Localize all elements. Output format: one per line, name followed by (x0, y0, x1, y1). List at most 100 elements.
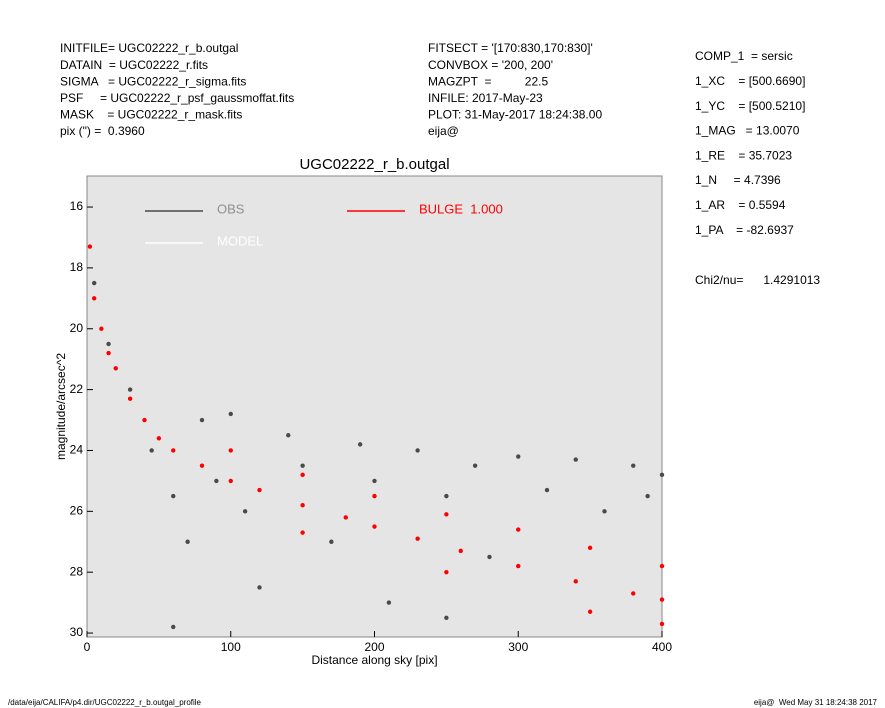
data-point (142, 417, 147, 423)
y-tick-label: 26 (70, 503, 84, 517)
param-line: 1_PA = -82.6937 (695, 223, 794, 237)
param-line: 1_AR = 0.5594 (695, 198, 786, 212)
data-point (106, 350, 111, 356)
data-point (113, 366, 118, 371)
data-point (645, 493, 650, 499)
legend-label: BULGE 1.000 (419, 201, 503, 216)
data-point (228, 478, 233, 484)
data-point (516, 454, 521, 459)
footer-path: /data/eija/CALIFA/p4.dir/UGC02222_r_b.ou… (8, 698, 202, 707)
data-point (127, 396, 133, 401)
data-point (300, 472, 305, 478)
data-point (602, 509, 607, 514)
data-point (573, 457, 578, 462)
data-point (587, 609, 593, 614)
data-point (659, 597, 665, 602)
data-point (127, 387, 133, 392)
data-point (659, 621, 665, 627)
data-point (444, 615, 449, 621)
y-tick-label: 22 (70, 382, 84, 396)
data-point (659, 563, 665, 569)
data-point (372, 478, 377, 484)
y-tick-label: 20 (70, 321, 84, 335)
x-tick-label: 100 (221, 640, 241, 654)
data-point (214, 478, 219, 484)
legend-label: OBS (217, 201, 245, 216)
data-point (199, 463, 205, 468)
data-point (357, 442, 363, 447)
data-point (487, 554, 492, 560)
data-point (444, 569, 449, 575)
data-point (257, 487, 262, 493)
header-line: SIGMA = UGC02222_r_sigma.fits (60, 74, 246, 88)
data-point (257, 585, 262, 590)
param-line: 1_XC = [500.6690] (695, 74, 805, 88)
data-point (91, 296, 97, 301)
data-point (87, 244, 93, 249)
y-tick-label: 24 (70, 443, 84, 457)
chi-square: Chi2/nu= 1.4291013 (695, 273, 820, 287)
data-point (156, 436, 162, 441)
data-point (300, 463, 305, 468)
header-line: eija@ (428, 124, 459, 138)
param-line: 1_RE = 35.7023 (695, 148, 792, 162)
header-line: pix (") = 0.3960 (60, 124, 145, 138)
x-tick-label: 200 (364, 640, 384, 654)
data-point (631, 591, 636, 596)
data-point (99, 326, 104, 331)
x-tick-label: 300 (508, 640, 528, 654)
data-point (91, 280, 97, 286)
param-line: 1_YC = [500.5210] (695, 99, 805, 113)
data-point (544, 487, 550, 493)
data-point (444, 512, 449, 517)
param-line: COMP_1 = sersic (695, 49, 793, 63)
data-point (573, 579, 578, 584)
data-point (415, 448, 420, 453)
data-point (659, 472, 665, 478)
data-point (472, 463, 478, 468)
y-tick-label: 16 (70, 199, 84, 213)
data-point (242, 509, 248, 514)
data-point (372, 493, 377, 499)
data-point (199, 417, 205, 423)
data-point (516, 527, 521, 532)
data-point (458, 548, 463, 554)
data-point (343, 515, 348, 520)
data-point (516, 563, 521, 569)
header-line: INITFILE= UGC02222_r_b.outgal (60, 41, 238, 55)
data-point (329, 539, 334, 544)
param-line: 1_N = 4.7396 (695, 173, 781, 187)
header-line: MASK = UGC02222_r_mask.fits (60, 108, 242, 122)
x-tick-label: 400 (652, 640, 672, 654)
plot-area (86, 175, 663, 638)
data-point (587, 545, 593, 551)
data-point (386, 600, 392, 605)
y-tick-label: 18 (70, 260, 84, 274)
header-line: PSF = UGC02222_r_psf_gaussmoffat.fits (60, 91, 294, 105)
header-line: INFILE: 2017-May-23 (428, 91, 543, 105)
x-axis-label: Distance along sky [pix] (311, 653, 437, 667)
data-point (228, 448, 233, 453)
header-line: CONVBOX = '200, 200' (428, 58, 553, 72)
header-line: DATAIN = UGC02222_r.fits (60, 58, 208, 72)
y-tick-label: 30 (70, 625, 84, 639)
x-tick-label: 0 (84, 640, 91, 654)
data-point (171, 624, 176, 630)
data-point (185, 539, 190, 544)
y-axis-label: magnitude/arcsec^2 (54, 353, 68, 460)
footer-stamp: eija@ Wed May 31 18:24:38 2017 (754, 698, 878, 707)
data-point (228, 411, 233, 417)
header-line: MAGZPT = 22.5 (428, 74, 548, 88)
data-point (631, 463, 636, 468)
legend-label: MODEL (217, 233, 263, 248)
data-point (372, 524, 377, 529)
header-line: PLOT: 31-May-2017 18:24:38.00 (428, 108, 602, 122)
data-point (106, 341, 111, 347)
data-point (149, 448, 154, 453)
data-point (444, 493, 449, 499)
chart-title: UGC02222_r_b.outgal (299, 156, 449, 173)
data-point (300, 530, 305, 535)
y-tick-label: 28 (70, 564, 84, 578)
data-point (171, 448, 176, 453)
